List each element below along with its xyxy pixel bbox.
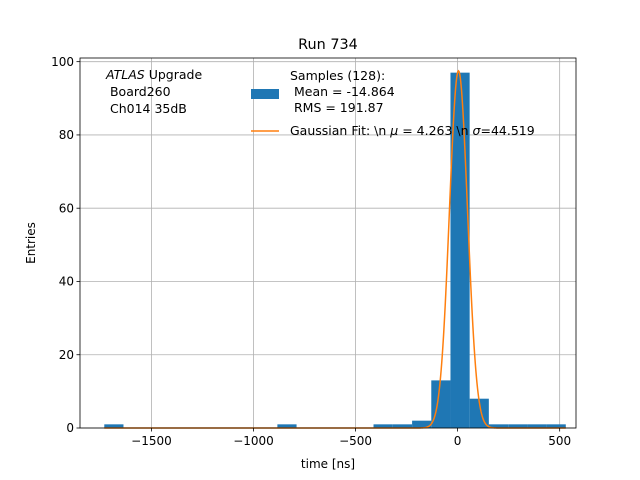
histogram-bar — [104, 424, 124, 428]
chart-title: Run 734 — [298, 37, 358, 53]
histogram-bar — [431, 380, 451, 428]
legend-fit-mu-value: = 4.263 \n — [398, 123, 472, 138]
x-tick-label: −1000 — [233, 434, 274, 448]
histogram-bar — [373, 424, 393, 428]
legend-samples-title: Samples (128): — [290, 68, 385, 83]
legend-samples-mean: Mean = -14.864 — [290, 84, 395, 99]
x-tick-label: 500 — [548, 434, 571, 448]
x-tick-label: 0 — [454, 434, 462, 448]
y-tick-label: 0 — [66, 421, 74, 435]
legend-fit-prefix: Gaussian Fit: \n — [290, 123, 390, 138]
legend-samples-swatch — [251, 89, 279, 99]
x-tick-label: −500 — [339, 434, 372, 448]
board-label: Board260 — [106, 84, 171, 99]
legend-fit-label: Gaussian Fit: \n μ = 4.263 \n σ=44.519 — [290, 123, 535, 138]
y-tick-label: 20 — [59, 348, 74, 362]
y-axis-ticks: 0 20 40 60 80 100 — [51, 55, 80, 435]
y-axis-label: Entries — [24, 222, 38, 264]
histogram-bar — [277, 424, 297, 428]
legend-fit-mu-symbol: μ — [389, 123, 398, 138]
y-tick-label: 80 — [59, 128, 74, 142]
svg-text:ATLAS Upgrade: ATLAS Upgrade — [105, 67, 202, 82]
atlas-annotation: ATLAS Upgrade Board260 Ch014 35dB — [105, 67, 202, 116]
legend-fit-sigma-value: =44.519 — [480, 123, 534, 138]
plot-area — [80, 58, 576, 428]
legend-fit-sigma-symbol: σ — [473, 123, 482, 138]
x-axis-label: time [ns] — [301, 457, 355, 471]
legend: Samples (128): Mean = -14.864 RMS = 191.… — [251, 68, 535, 138]
histogram-bar — [412, 420, 432, 428]
y-tick-label: 100 — [51, 55, 74, 69]
y-tick-label: 40 — [59, 275, 74, 289]
upgrade-label: Upgrade — [145, 67, 203, 82]
legend-samples-rms: RMS = 191.87 — [290, 100, 384, 115]
histogram-bar — [508, 424, 528, 428]
histogram-bar — [527, 424, 547, 428]
axes-frame — [79, 57, 577, 429]
grid-lines — [80, 58, 576, 429]
histogram-bar — [546, 424, 566, 428]
y-tick-label: 60 — [59, 201, 74, 215]
histogram-bar — [392, 424, 413, 428]
atlas-label: ATLAS — [105, 67, 145, 82]
histogram-bar — [488, 424, 509, 428]
x-axis-ticks: −1500 −1000 −500 0 500 — [131, 428, 571, 448]
channel-label: Ch014 35dB — [106, 101, 187, 116]
x-tick-label: −1500 — [131, 434, 172, 448]
